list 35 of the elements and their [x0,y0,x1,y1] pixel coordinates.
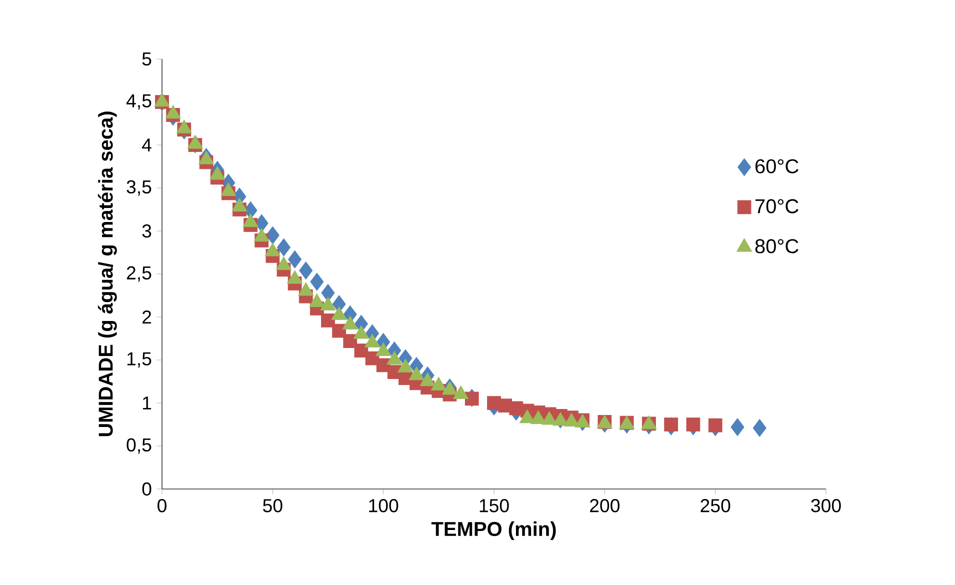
y-tick-label: 4 [142,138,152,152]
point [464,392,479,406]
x-tick-label: 300 [811,499,841,512]
y-axis-title: UMIDADE (g água/ g matéria seca) [98,112,117,436]
point [321,284,335,302]
point [276,238,291,256]
x-axis-title: TEMPO (min) [431,521,556,540]
point [288,250,302,268]
point [310,272,324,291]
legend-label: 80°C [755,239,798,254]
legend-label: 60°C [755,159,798,174]
x-tick-label: 200 [590,499,620,512]
x-tick-label: 150 [480,499,509,512]
x-tick-label: 250 [700,499,730,512]
point [664,418,678,432]
y-tick-label: 0 [142,482,152,496]
point [752,419,766,437]
y-tick-label: 1 [143,396,152,410]
y-tick-label: 2,5 [126,266,152,282]
point [708,418,722,432]
point [730,418,744,436]
y-tick-label: 3 [142,224,152,238]
y-tick-label: 5 [142,52,152,66]
point [266,226,280,244]
x-tick-label: 100 [369,499,398,512]
y-tick-label: 0,5 [126,438,152,454]
x-tick-label: 50 [263,499,282,512]
y-tick-label: 2 [142,310,152,324]
legend-label: 70°C [755,199,798,214]
y-tick-label: 4,5 [126,94,152,110]
point [299,262,313,280]
point [686,418,700,432]
y-tick-label: 3,5 [126,180,152,196]
x-tick-label: 0 [158,499,166,512]
y-tick-label: 1,5 [127,352,152,368]
